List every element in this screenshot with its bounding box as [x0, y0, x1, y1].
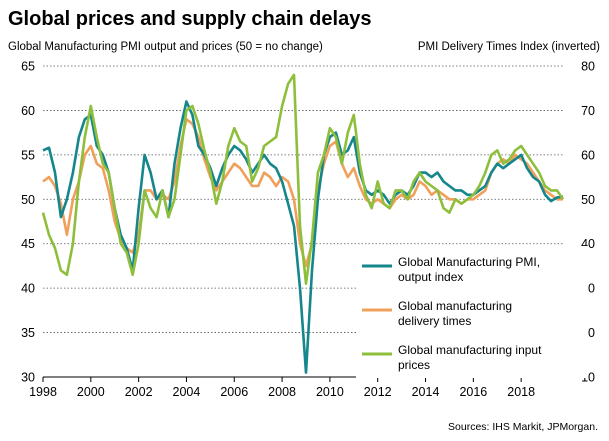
series-lines: [41, 73, 565, 374]
chart-subtitle-left: Global Manufacturing PMI output and pric…: [8, 41, 323, 53]
chart-subtitle-right: PMI Delivery Times Index (inverted): [418, 41, 600, 53]
legend-label-prices-1: Global manufacturing input: [398, 343, 542, 357]
x-tick-label: 2012: [364, 385, 392, 399]
x-tick-label: 2014: [412, 385, 440, 399]
left-tick-label: 40: [21, 282, 35, 296]
legend-label-prices-2: prices: [398, 358, 430, 372]
source-note: Sources: IHS Markit, JPMorgan.: [448, 421, 598, 433]
legend-label-output-2: output index: [398, 270, 463, 284]
legend: Global Manufacturing PMI, output index G…: [356, 246, 588, 378]
series-prices-line: [41, 73, 565, 285]
legend-background: [356, 246, 588, 378]
left-tick-label: 45: [21, 237, 35, 251]
x-tick-label: 2000: [77, 385, 105, 399]
x-tick-label: 2018: [507, 385, 535, 399]
legend-label-delivery-2: delivery times: [398, 314, 471, 328]
left-tick-label: 55: [21, 148, 35, 162]
left-tick-label: 30: [21, 371, 35, 385]
left-tick-label: 65: [21, 60, 35, 74]
legend-label-output-1: Global Manufacturing PMI,: [398, 255, 540, 269]
chart-title: Global prices and supply chain delays: [8, 8, 371, 30]
left-tick-label: 50: [21, 193, 35, 207]
right-tick-label: 60: [581, 148, 595, 162]
x-tick-label: 2002: [125, 385, 153, 399]
x-tick-label: 2008: [268, 385, 296, 399]
legend-item-output: Global Manufacturing PMI, output index: [362, 255, 540, 284]
right-tick-label: 50: [581, 193, 595, 207]
legend-item-delivery: Global manufacturing delivery times: [362, 299, 512, 328]
left-tick-label: 60: [21, 104, 35, 118]
left-tick-label: 35: [21, 326, 35, 340]
x-axis-ticks: 1998 2000 2002 2004 2006 2008 2010 2012 2014 2016…: [29, 377, 535, 399]
right-tick-label: 70: [581, 104, 595, 118]
x-tick-label: 2006: [220, 385, 248, 399]
legend-label-delivery-1: Global manufacturing: [398, 299, 512, 313]
legend-item-prices: Global manufacturing input prices: [362, 343, 542, 372]
right-tick-label: 80: [581, 60, 595, 74]
x-tick-label: 2010: [316, 385, 344, 399]
x-tick-label: 2004: [173, 385, 201, 399]
x-tick-label: 2016: [459, 385, 487, 399]
x-tick-label: 1998: [29, 385, 57, 399]
left-axis-ticks: 30 35 40 45 50 55 60 65: [21, 60, 35, 385]
